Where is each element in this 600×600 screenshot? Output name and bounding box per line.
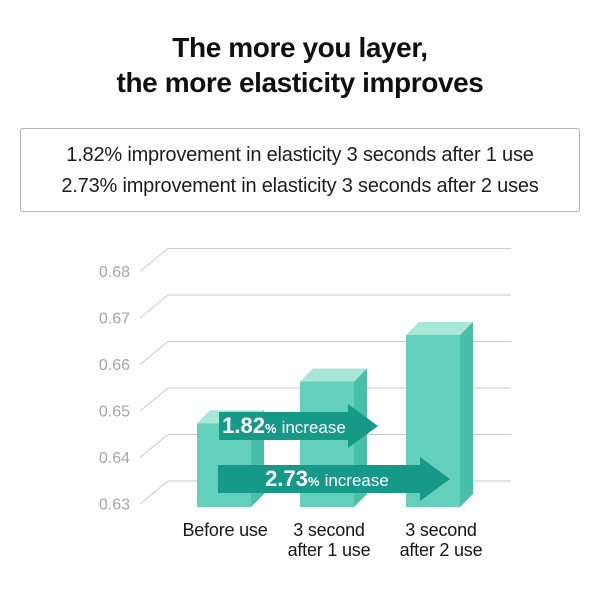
gridline-0.65 <box>139 387 511 412</box>
category-label-2: 3 second after 2 use <box>400 520 483 560</box>
arrow-value: 1.82 <box>222 413 265 438</box>
y-tick-label-0.65: 0.65 <box>99 404 130 421</box>
category-label-1-line-0: 3 second <box>293 520 364 540</box>
category-label-0: Before use <box>182 520 267 540</box>
arrow-unit: % <box>265 421 277 436</box>
gridlines: 0.63 0.64 0.65 0.66 0.67 0.68 <box>99 248 511 514</box>
y-tick-label-0.63: 0.63 <box>99 497 130 514</box>
arrow-label-1: 2.73% increase <box>265 466 389 491</box>
chart-canvas: 0.630.640.650.660.670.681.82% increase2.7… <box>99 248 511 560</box>
y-tick-label-0.67: 0.67 <box>99 311 130 328</box>
summary-line-2: 2.73% improvement in elasticity 3 second… <box>61 175 539 197</box>
bar-1-top-face <box>300 368 367 382</box>
summary-line-1: 1.82% improvement in elasticity 3 second… <box>66 144 534 166</box>
title-line-1: The more you layer, <box>172 32 428 63</box>
category-label-0-line-0: Before use <box>182 520 267 540</box>
gridline-0.67 <box>139 294 511 319</box>
y-tick-label-0.64: 0.64 <box>99 450 130 467</box>
category-label-1: 3 second after 1 use <box>288 520 371 560</box>
category-label-2-line-1: after 2 use <box>400 540 483 560</box>
category-label-2-line-0: 3 second <box>405 520 476 540</box>
gridline-0.68 <box>139 248 511 272</box>
y-tick-label-0.66: 0.66 <box>99 357 130 374</box>
title-line-2: the more elasticity improves <box>116 67 484 98</box>
arrow-shape-0 <box>219 404 378 448</box>
arrow-suffix: increase <box>282 418 346 437</box>
category-label-1-line-1: after 1 use <box>288 540 371 560</box>
increase-arrow-0: 1.82% increase <box>219 404 378 448</box>
arrow-suffix: increase <box>325 471 389 490</box>
bar-2-side-face <box>460 321 473 507</box>
increase-arrows: 1.82% increase 2.73% increase <box>218 404 450 501</box>
arrow-label-0: 1.82% increase <box>222 413 346 438</box>
arrow-value: 2.73 <box>265 466 308 491</box>
elasticity-bar-chart: 0.63 0.64 0.65 0.66 0.67 0.68 1.82% increase 2.7… <box>0 230 600 580</box>
arrow-shape-1 <box>218 457 450 501</box>
summary-box: 1.82% improvement in elasticity 3 second… <box>20 128 580 212</box>
gridline-0.64 <box>139 434 511 458</box>
bar-2-top-face <box>406 321 473 335</box>
increase-arrow-1: 2.73% increase <box>218 457 450 501</box>
page-title: The more you layer, the more elasticity … <box>0 30 600 100</box>
y-tick-label-0.68: 0.68 <box>99 264 130 281</box>
arrow-unit: % <box>308 474 320 489</box>
gridline-0.66 <box>139 341 511 365</box>
